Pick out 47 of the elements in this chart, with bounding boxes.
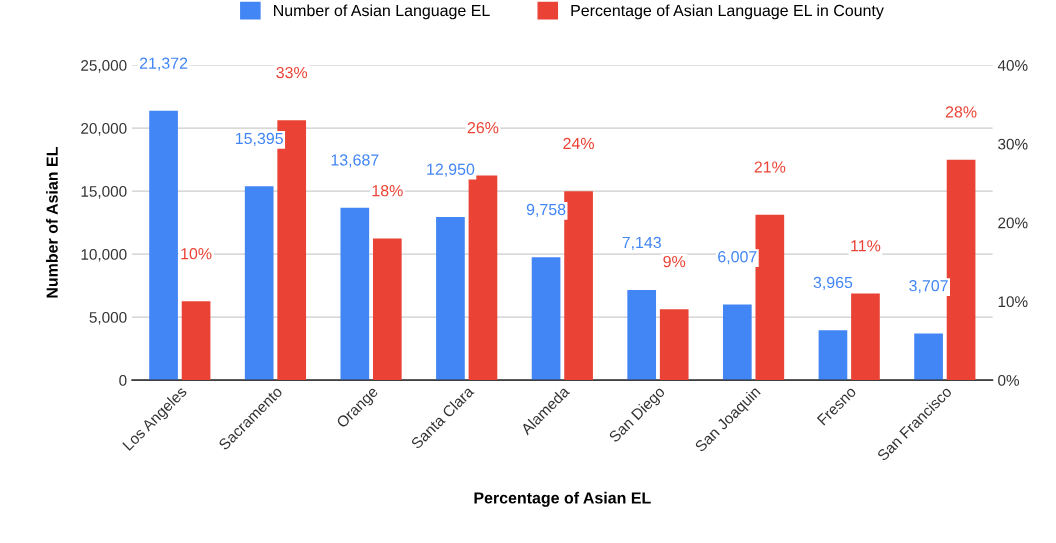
legend-label: Number of Asian Language EL: [274, 4, 490, 20]
data-label: 7,143: [622, 236, 661, 250]
bar: [946, 159, 976, 381]
bar: [564, 191, 593, 381]
bar: [531, 257, 561, 381]
bar: [468, 175, 498, 381]
bar: [851, 293, 880, 381]
data-label: 21%: [754, 161, 786, 173]
bar: [436, 216, 465, 381]
data-label: 9,758: [526, 203, 566, 218]
y-tick-label: 15,000: [81, 186, 127, 199]
y2-tick-label: 20%: [998, 217, 1028, 229]
data-label: 26%: [467, 122, 499, 134]
data-label: 24%: [563, 137, 594, 150]
data-label: 10%: [181, 248, 212, 260]
data-label: 6,007: [718, 251, 757, 265]
data-label: 18%: [372, 185, 403, 197]
y2-tick-label: 10%: [998, 296, 1028, 308]
y-axis-title: Number of Asian EL: [46, 147, 58, 298]
data-label: 33%: [276, 66, 308, 79]
y-tick-label: 20,000: [81, 123, 127, 136]
bar: [244, 186, 274, 381]
data-label: 12,950: [427, 163, 475, 177]
x-axis-title: Percentage of Asian EL: [474, 491, 651, 507]
data-label: 11%: [851, 240, 881, 252]
y-tick-label: 25,000: [81, 60, 127, 73]
bar: [755, 214, 785, 381]
y2-tick-label: 0%: [998, 374, 1020, 386]
data-label: 28%: [945, 106, 977, 118]
bar: [818, 330, 848, 381]
y-tick-label: 0: [119, 374, 127, 386]
data-label: 3,707: [909, 280, 948, 294]
y-tick-label: 5,000: [89, 311, 127, 325]
bar: [722, 304, 752, 381]
bar: [181, 301, 211, 381]
bar: [340, 207, 370, 381]
bar: [914, 333, 943, 381]
data-label: 3,965: [813, 276, 853, 290]
data-label: 13,687: [331, 154, 379, 168]
y2-tick-label: 30%: [998, 138, 1028, 150]
y2-tick-label: 40%: [997, 60, 1028, 71]
data-label: 21,372: [139, 57, 188, 71]
data-label: 15,395: [235, 132, 283, 146]
bar: [149, 110, 178, 381]
data-label: 9%: [663, 255, 686, 268]
y-tick-label: 10,000: [81, 248, 127, 262]
legend-label: Percentage of Asian Language EL in County: [571, 4, 884, 20]
